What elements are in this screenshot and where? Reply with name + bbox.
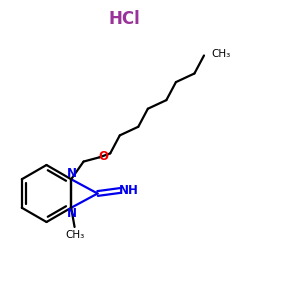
- Text: CH₃: CH₃: [212, 49, 231, 59]
- Text: N: N: [67, 167, 77, 180]
- Text: N: N: [67, 207, 77, 220]
- Text: HCl: HCl: [109, 11, 140, 28]
- Text: NH: NH: [118, 184, 138, 197]
- Text: O: O: [99, 150, 109, 163]
- Text: CH₃: CH₃: [65, 230, 84, 240]
